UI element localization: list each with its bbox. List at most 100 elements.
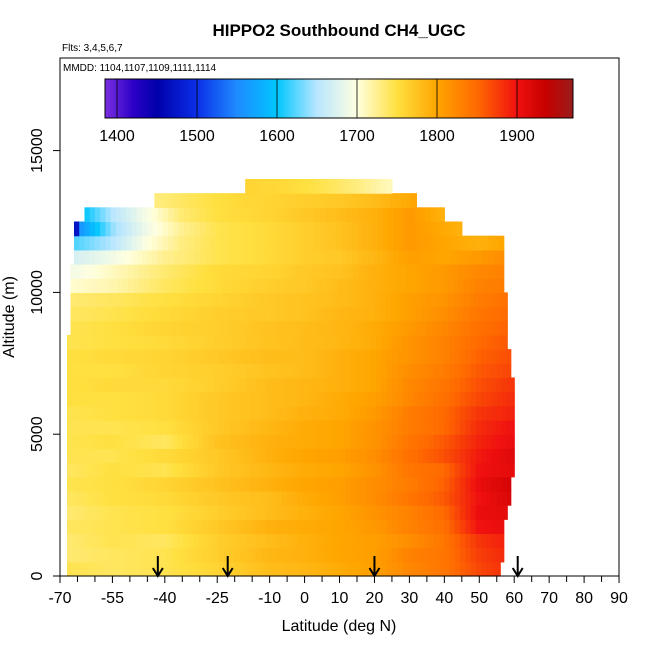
heat-cell — [177, 448, 183, 464]
heat-cell — [325, 249, 332, 265]
heat-cell — [465, 476, 472, 492]
heat-cell — [355, 462, 362, 478]
heat-cell — [285, 292, 292, 308]
heat-cell — [152, 207, 159, 223]
heat-cell — [351, 235, 358, 251]
heat-cell — [80, 292, 87, 308]
heat-cell — [117, 278, 124, 293]
heat-cell — [124, 349, 131, 364]
heat-cell — [404, 221, 410, 237]
heat-cell — [339, 405, 346, 421]
heat-cell — [255, 405, 262, 421]
heat-cell — [245, 334, 252, 350]
heat-cell — [93, 349, 100, 364]
heat-cell — [161, 334, 168, 350]
heat-cell — [229, 377, 236, 393]
heat-cell — [439, 505, 445, 520]
heat-cell — [336, 235, 342, 251]
heat-cell — [218, 476, 225, 492]
heat-cell — [166, 476, 173, 492]
heat-cell — [150, 391, 157, 407]
altitude-band — [66, 434, 515, 449]
heat-cell — [198, 519, 204, 535]
heat-cell — [393, 207, 400, 223]
heat-cell — [145, 547, 152, 563]
heat-cell — [198, 448, 204, 464]
heat-cell — [114, 349, 120, 364]
heat-cell — [273, 221, 279, 237]
heat-cell — [93, 405, 100, 421]
heat-cell — [271, 505, 278, 520]
heat-cell — [229, 490, 236, 506]
heat-cell — [171, 476, 178, 492]
heat-cell — [210, 207, 217, 223]
heat-cell — [496, 434, 503, 449]
heat-cell — [103, 547, 110, 563]
heat-cell — [129, 561, 136, 577]
heat-cell — [507, 434, 514, 449]
heat-cell — [343, 306, 349, 322]
heat-cell — [316, 278, 323, 293]
heat-cell — [166, 434, 173, 449]
heat-cell — [287, 377, 293, 393]
heat-cell — [210, 221, 217, 237]
heat-cell — [323, 405, 330, 421]
heat-cell — [481, 533, 487, 549]
heat-cell — [93, 434, 100, 449]
heat-cell — [161, 533, 168, 549]
heat-cell — [376, 490, 383, 506]
heat-cell — [108, 519, 115, 535]
heat-cell — [161, 519, 168, 535]
heat-cell — [428, 476, 435, 492]
heat-cell — [276, 420, 283, 435]
heat-cell — [323, 363, 330, 379]
heat-cell — [98, 334, 105, 350]
heat-cell — [278, 235, 285, 251]
heat-cell — [470, 405, 477, 421]
heat-cell — [309, 249, 316, 265]
heat-cell — [196, 306, 203, 322]
heat-cell — [475, 547, 482, 563]
heat-cell — [156, 420, 162, 435]
heat-cell — [119, 334, 126, 350]
heat-cell — [381, 519, 388, 535]
heat-cell — [103, 434, 110, 449]
heat-cell — [213, 420, 220, 435]
heat-cell — [329, 420, 335, 435]
heat-cell — [260, 434, 267, 449]
heat-cell — [271, 363, 278, 379]
heat-cell — [114, 476, 120, 492]
heat-cell — [239, 519, 246, 535]
heat-cell — [156, 405, 162, 421]
heat-cell — [271, 178, 278, 194]
heat-cell — [446, 221, 452, 237]
heat-cell — [414, 221, 421, 237]
heat-cell — [330, 207, 337, 223]
heat-cell — [98, 420, 105, 435]
heat-cell — [500, 320, 507, 336]
heat-cell — [423, 462, 430, 478]
heat-cell — [262, 235, 269, 251]
heat-cell — [100, 207, 107, 223]
heat-cell — [260, 391, 267, 407]
heat-cell — [239, 547, 246, 563]
heat-cell — [145, 505, 152, 520]
heat-cell — [350, 533, 356, 549]
heat-cell — [150, 448, 157, 464]
heat-cell — [329, 391, 335, 407]
heat-cell — [234, 349, 241, 364]
heat-cell — [147, 249, 154, 265]
heat-cell — [250, 462, 257, 478]
heat-cell — [124, 420, 131, 435]
heat-cell — [376, 434, 383, 449]
heat-cell — [163, 249, 169, 265]
heat-cell — [192, 533, 199, 549]
heat-cell — [243, 193, 250, 208]
heat-cell — [260, 561, 267, 577]
heat-cell — [456, 235, 463, 251]
heat-cell — [329, 178, 335, 194]
heat-cell — [187, 434, 194, 449]
heat-cell — [507, 363, 512, 379]
heat-cell — [397, 519, 404, 535]
heat-cell — [66, 505, 73, 520]
